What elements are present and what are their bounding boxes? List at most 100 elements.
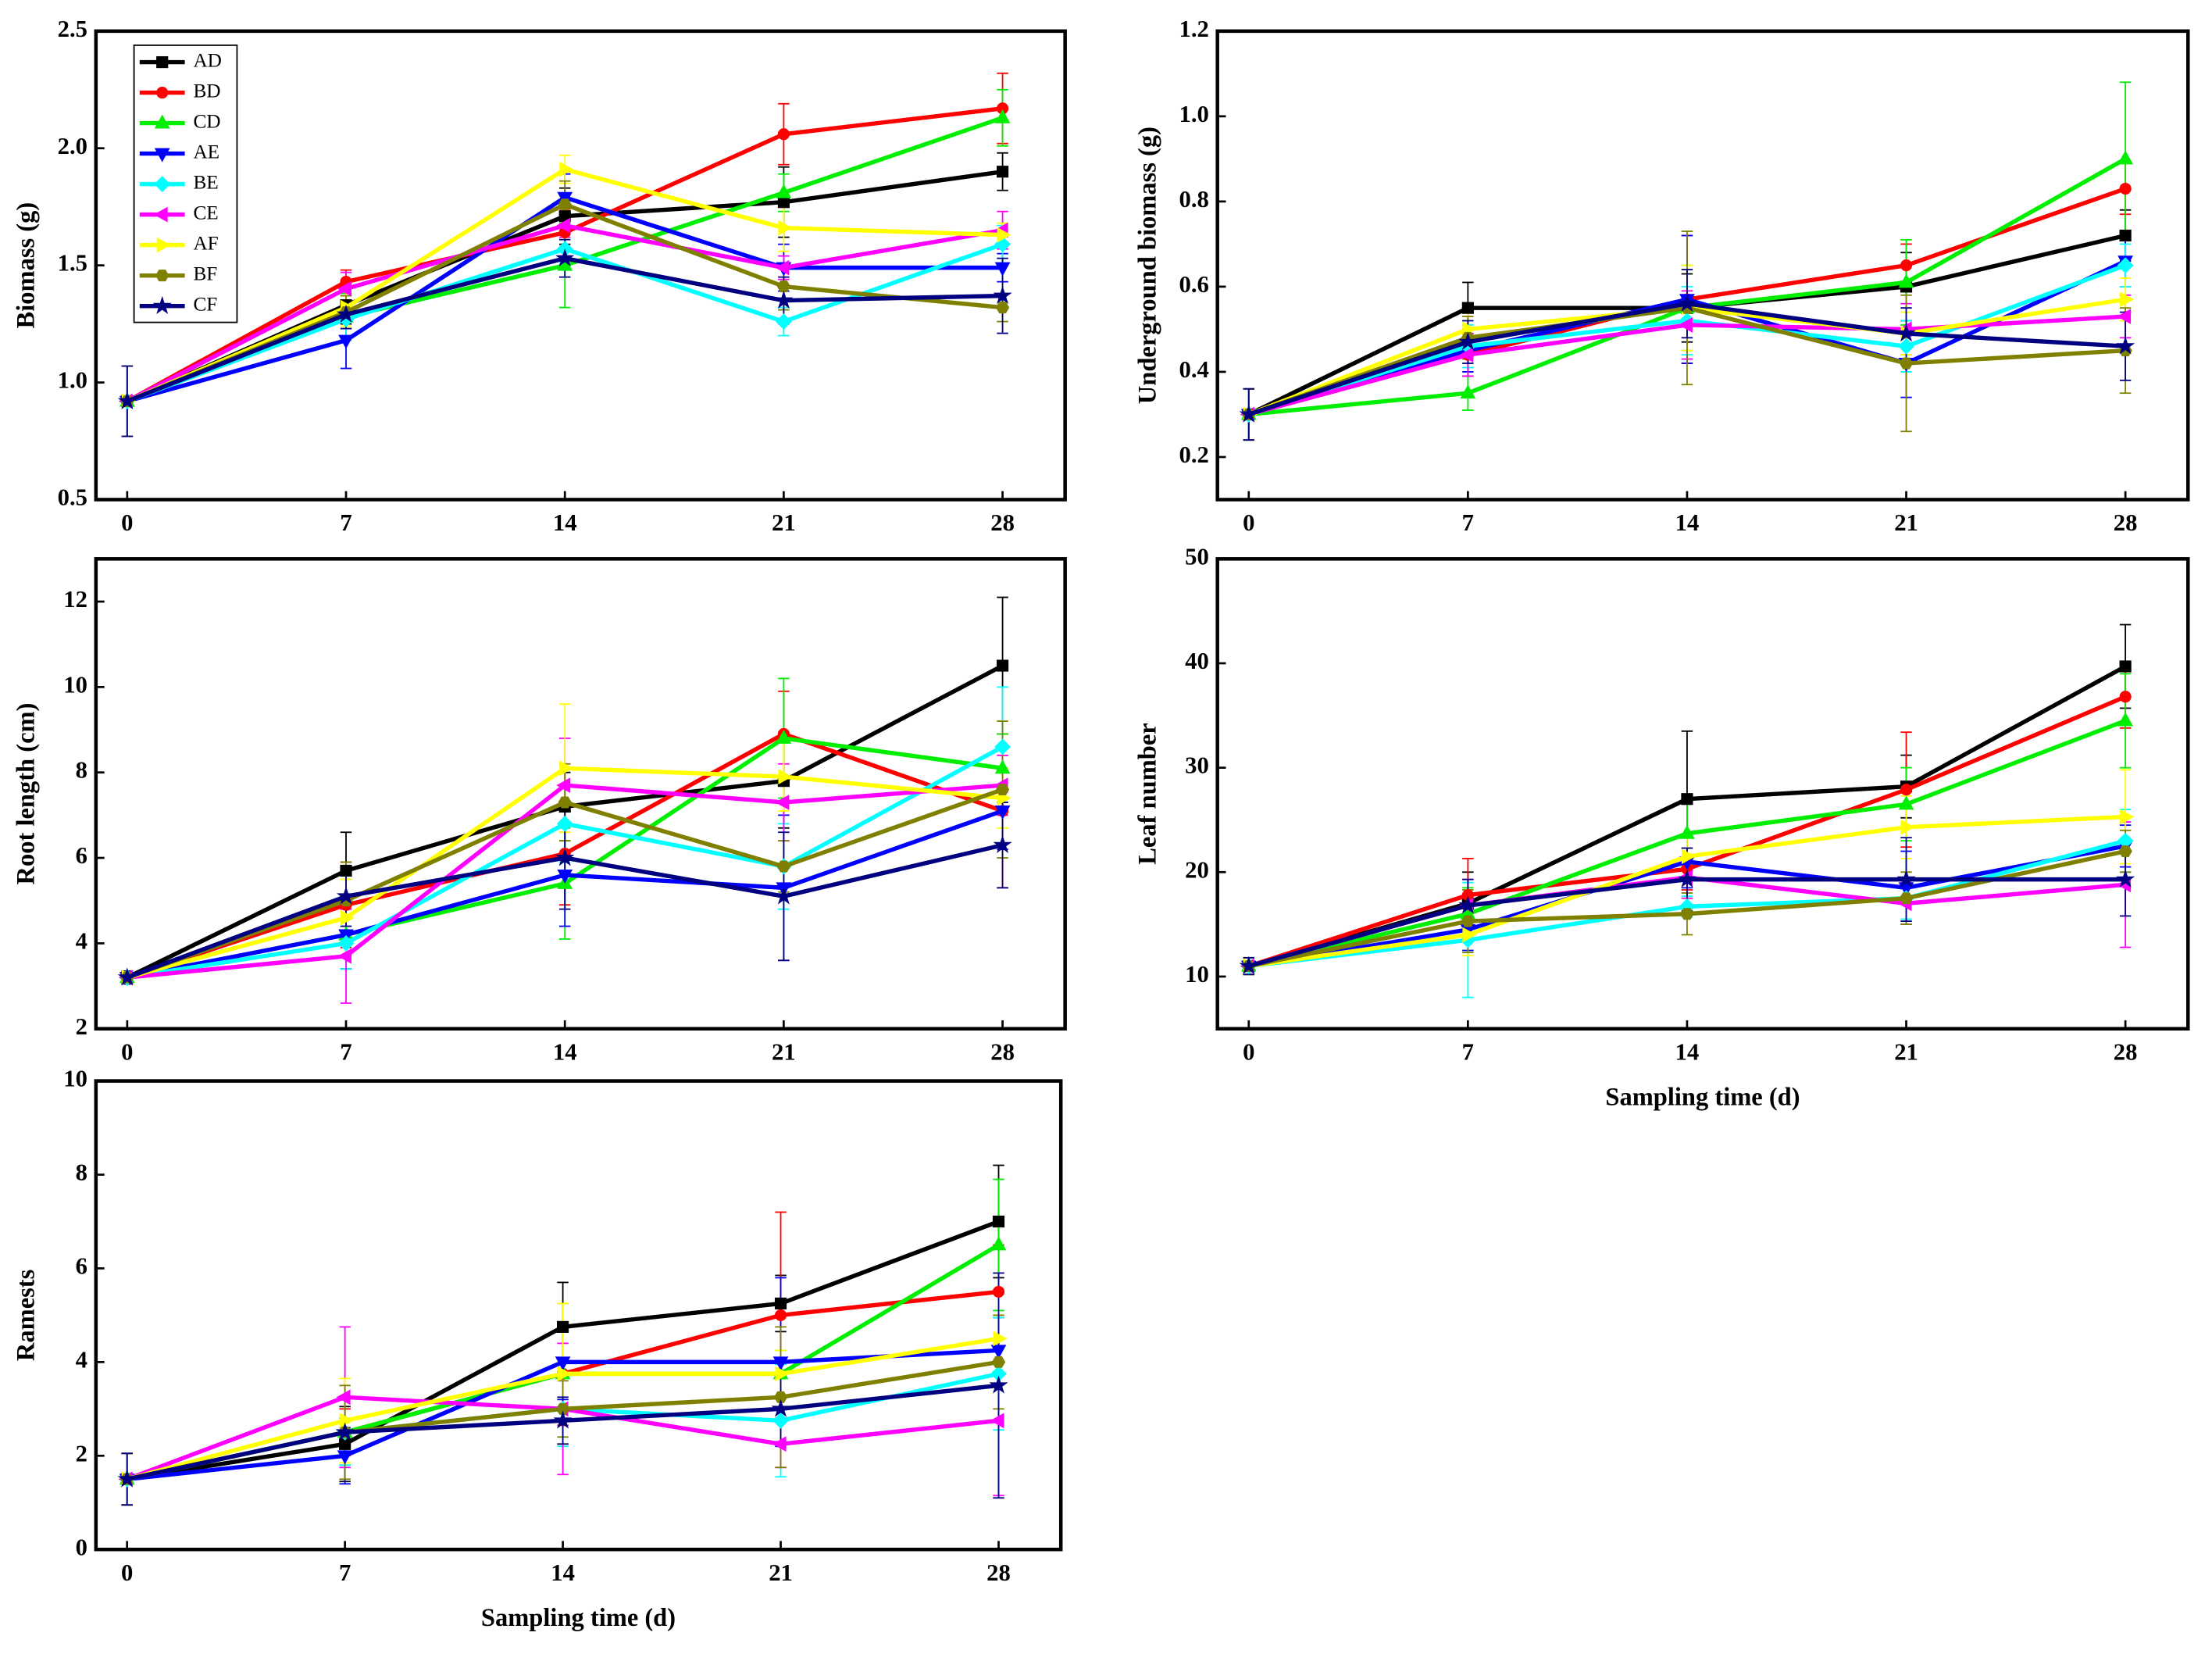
marker — [553, 1410, 573, 1429]
x-tick-label: 28 — [990, 1038, 1015, 1065]
marker — [775, 1366, 790, 1382]
marker — [775, 259, 790, 276]
x-tick-label: 0 — [121, 509, 133, 536]
panel: 0 7 14 21 28 2 4 6 8 10 12 Root length (cm) — [12, 557, 1067, 1065]
y-tick-label: 20 — [1185, 856, 1209, 883]
x-tick-label: 0 — [1243, 509, 1254, 536]
x-tick-label: 14 — [553, 1038, 577, 1065]
marker — [557, 1366, 572, 1382]
marker — [1900, 784, 1913, 796]
y-tick-label: 0.4 — [1179, 356, 1208, 383]
marker — [1896, 869, 1916, 888]
marker — [997, 227, 1011, 243]
marker — [117, 967, 137, 986]
marker — [1239, 404, 1258, 423]
marker — [337, 935, 355, 952]
marker — [776, 280, 791, 293]
y-tick-label: 0.5 — [58, 484, 87, 511]
y-tick-label: 1.0 — [1179, 101, 1208, 127]
x-axis-label: Sampling time (d) — [1605, 1084, 1800, 1112]
marker — [993, 1331, 1008, 1347]
marker — [1896, 323, 1916, 342]
plot-frame — [1215, 29, 2190, 502]
marker — [153, 206, 168, 223]
marker — [776, 184, 792, 198]
marker — [155, 270, 169, 282]
legend-label: CE — [193, 202, 218, 223]
marker — [337, 948, 351, 964]
y-tick-label: 50 — [1185, 543, 1209, 570]
panel: 0 7 14 21 28 0.5 1.0 1.5 2.0 2.5 Biomass (g) AD BD CD… — [12, 16, 1067, 536]
y-tick-label: 10 — [63, 1066, 87, 1092]
marker — [1677, 869, 1697, 888]
x-tick-label: 14 — [1675, 1038, 1700, 1065]
panel: 0 7 14 21 28 10 20 30 40 50 Leaf number Sampling ti… — [1133, 543, 2190, 1112]
legend-label: BD — [193, 80, 220, 102]
x-axis-label: Sampling time (d) — [481, 1604, 676, 1632]
marker — [994, 262, 1011, 277]
legend-label: CD — [193, 110, 220, 132]
marker — [117, 391, 137, 409]
marker — [2117, 257, 2134, 274]
marker — [154, 148, 170, 163]
y-tick-label: 10 — [1185, 961, 1209, 988]
y-tick-label: 2.0 — [58, 133, 87, 159]
marker — [2119, 691, 2132, 703]
y-tick-label: 2 — [76, 1013, 87, 1040]
y-tick-label: 4 — [76, 927, 87, 954]
legend-label: AF — [193, 232, 218, 254]
x-tick-label: 0 — [121, 1559, 133, 1586]
y-tick-label: 2 — [76, 1440, 87, 1466]
x-tick-label: 0 — [121, 1038, 133, 1065]
plot-frame — [1215, 557, 2190, 1031]
marker — [338, 334, 354, 349]
marker — [1458, 332, 1478, 351]
marker — [994, 738, 1011, 755]
marker — [2118, 845, 2132, 858]
marker — [990, 1413, 1004, 1429]
marker — [2117, 150, 2133, 165]
x-tick-label: 21 — [1894, 1038, 1918, 1065]
x-tick-label: 7 — [1462, 509, 1474, 536]
marker — [556, 815, 573, 832]
x-tick-label: 21 — [772, 509, 796, 536]
marker — [1461, 915, 1475, 927]
legend-label: AE — [193, 141, 219, 163]
y-tick-label: 1.2 — [1179, 16, 1208, 42]
marker — [993, 834, 1012, 853]
x-tick-label: 28 — [2114, 509, 2138, 536]
marker — [995, 784, 1010, 796]
marker — [995, 302, 1010, 314]
y-tick-label: 40 — [1185, 648, 1209, 674]
marker — [1460, 384, 1476, 399]
marker — [778, 769, 793, 785]
x-tick-label: 21 — [1894, 509, 1918, 536]
marker — [772, 1356, 789, 1371]
y-tick-label: 10 — [63, 671, 87, 698]
marker — [993, 285, 1012, 304]
x-tick-label: 28 — [986, 1559, 1011, 1586]
marker — [1679, 824, 1695, 839]
marker — [991, 1356, 1006, 1368]
plot-frame — [94, 1079, 1063, 1552]
y-tick-label: 1.0 — [58, 367, 87, 394]
marker — [774, 886, 794, 905]
marker — [556, 777, 571, 793]
y-tick-label: 1.5 — [58, 250, 87, 277]
marker — [559, 161, 574, 177]
y-axis-label: Ramests — [12, 1270, 41, 1361]
marker — [558, 198, 572, 211]
y-axis-label: Underground biomass (g) — [1133, 127, 1161, 404]
plot-frame — [94, 29, 1067, 502]
marker — [989, 1375, 1008, 1394]
x-tick-label: 14 — [553, 509, 577, 536]
marker — [339, 1413, 354, 1429]
marker — [152, 295, 172, 314]
marker — [1899, 892, 1914, 905]
y-tick-label: 8 — [76, 757, 87, 784]
y-tick-label: 4 — [76, 1346, 87, 1373]
marker — [996, 102, 1009, 115]
marker — [1900, 259, 1913, 272]
x-tick-label: 28 — [990, 509, 1015, 536]
